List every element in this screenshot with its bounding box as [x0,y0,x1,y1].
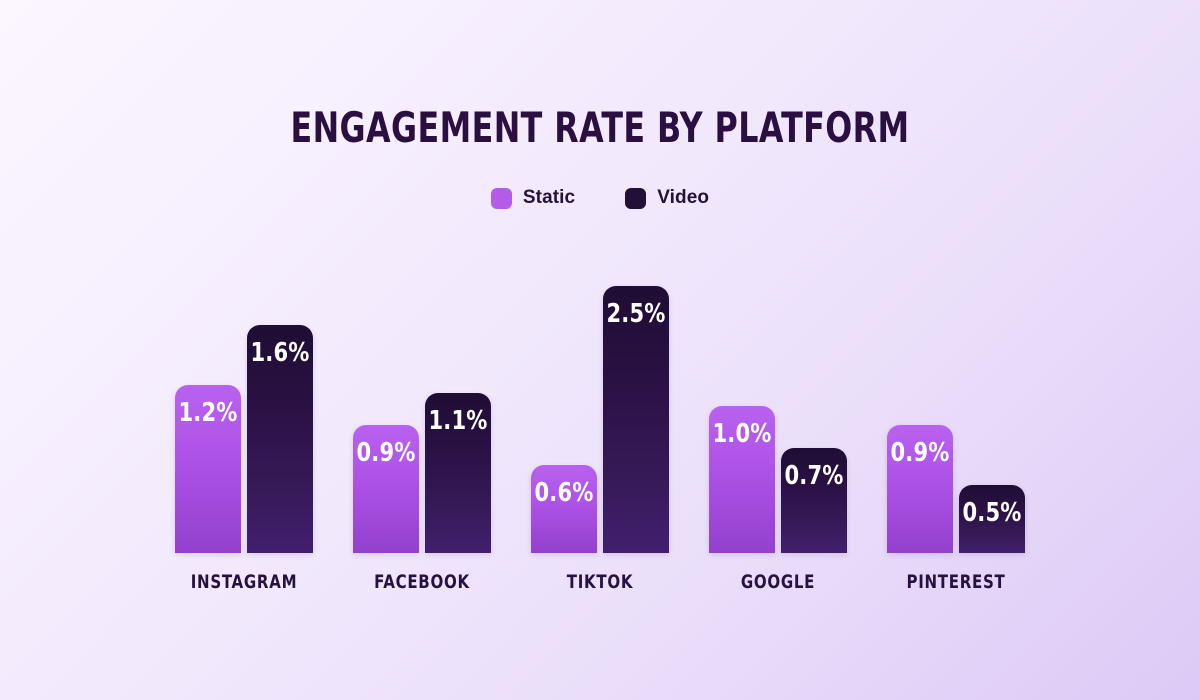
bar-group-facebook: 0.9% 1.1% Facebook [352,253,492,593]
bar-value-static-tiktok: 0.6% [534,478,594,508]
category-label-google: Google [740,571,816,593]
bar-static-instagram[interactable]: 1.2% [175,385,241,553]
bar-value-static-instagram: 1.2% [178,398,238,428]
bar-video-facebook[interactable]: 1.1% [425,393,491,553]
bar-group-instagram: 1.2% 1.6% Instagram [174,253,314,593]
page-title: Engagement Rate by Platform [290,103,910,152]
bar-group-bars: 0.6% 2.5% [530,253,670,553]
legend-label-static: Static [522,187,576,208]
bar-video-pinterest[interactable]: 0.5% [959,485,1025,553]
bar-group-pinterest: 0.9% 0.5% Pinterest [886,253,1026,593]
bar-video-instagram[interactable]: 1.6% [247,325,313,553]
bar-video-tiktok[interactable]: 2.5% [603,286,669,553]
bar-group-bars: 0.9% 0.5% [886,253,1026,553]
bar-value-static-google: 1.0% [712,419,772,449]
bar-group-google: 1.0% 0.7% Google [708,253,848,593]
bar-group-tiktok: 0.6% 2.5% TikTok [530,253,670,593]
bar-value-video-pinterest: 0.5% [962,498,1022,528]
legend-swatch-static-icon [490,187,512,209]
bar-static-facebook[interactable]: 0.9% [353,425,419,553]
bar-group-bars: 1.2% 1.6% [174,253,314,553]
bar-group-bars: 0.9% 1.1% [352,253,492,553]
bar-value-video-google: 0.7% [784,461,844,491]
category-label-pinterest: Pinterest [906,571,1006,593]
bar-static-google[interactable]: 1.0% [709,406,775,553]
bar-group-bars: 1.0% 0.7% [708,253,848,553]
category-label-tiktok: TikTok [566,571,634,593]
legend-item-video[interactable]: Video [625,187,709,209]
bar-value-static-pinterest: 0.9% [890,438,950,468]
bar-value-video-tiktok: 2.5% [606,299,666,329]
bar-value-video-facebook: 1.1% [428,406,488,436]
legend-label-video: Video [657,187,710,208]
chart-legend: Static Video [0,187,1200,209]
legend-item-static[interactable]: Static [490,187,576,209]
category-label-instagram: Instagram [190,571,298,593]
bar-value-video-instagram: 1.6% [250,338,310,368]
legend-swatch-video-icon [625,187,647,209]
bar-value-static-facebook: 0.9% [356,438,416,468]
category-label-facebook: Facebook [374,571,470,593]
bar-static-pinterest[interactable]: 0.9% [887,425,953,553]
bar-static-tiktok[interactable]: 0.6% [531,465,597,553]
bar-video-google[interactable]: 0.7% [781,448,847,553]
